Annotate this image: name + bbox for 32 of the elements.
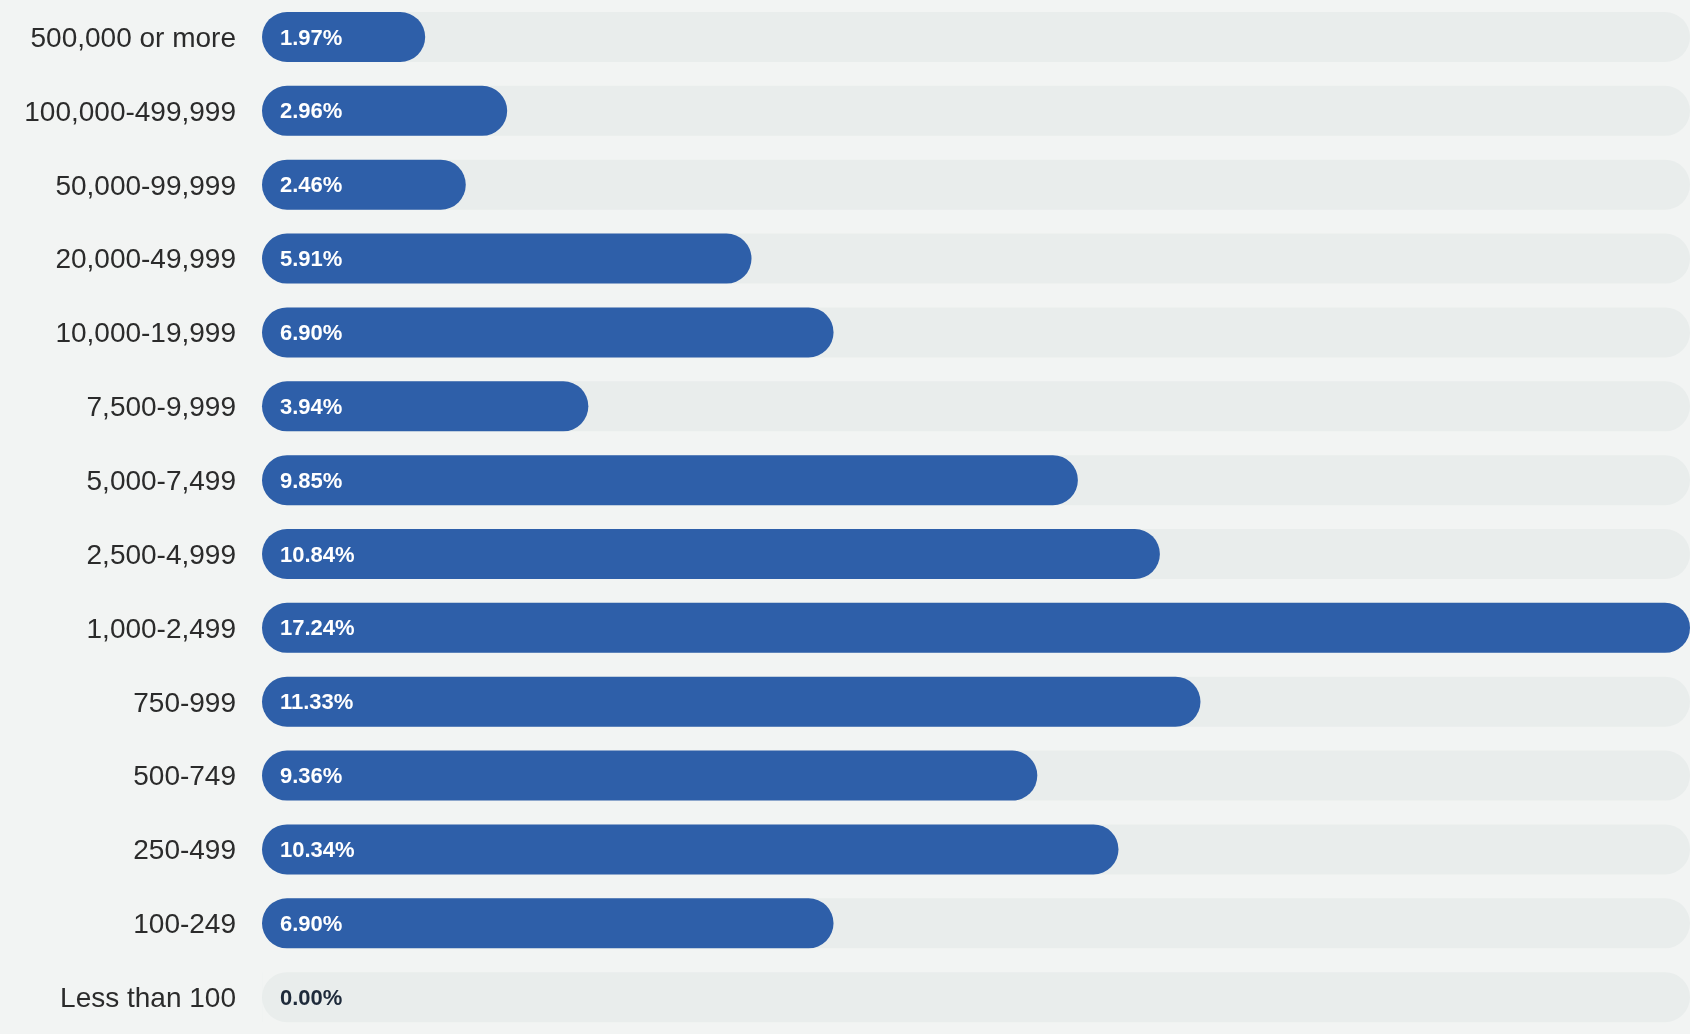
- y-tick-label: 20,000-49,999: [55, 243, 236, 275]
- bar: [262, 381, 589, 432]
- bar: [262, 159, 466, 210]
- data-label: 2.46%: [280, 172, 343, 198]
- y-tick-label: 50,000-99,999: [55, 169, 236, 201]
- bar: [262, 12, 426, 62]
- y-tick-label: 500-749: [133, 760, 236, 792]
- y-tick-label: 100,000-499,999: [24, 95, 236, 127]
- data-label: 6.90%: [280, 319, 343, 345]
- y-tick-label: 500,000 or more: [30, 21, 236, 53]
- data-label: 17.24%: [280, 615, 355, 641]
- y-tick-label: 250-499: [133, 834, 236, 866]
- bar: [262, 85, 508, 136]
- data-label: 5.91%: [280, 246, 343, 272]
- y-tick-label: 2,500-4,999: [86, 538, 236, 570]
- y-tick-label: 5,000-7,499: [86, 465, 236, 497]
- y-tick-label: 10,000-19,999: [55, 317, 236, 349]
- data-label: 11.33%: [280, 689, 354, 715]
- y-tick-label: 7,500-9,999: [86, 391, 236, 423]
- y-tick-label: Less than 100: [60, 982, 236, 1014]
- data-label: 0.00%: [280, 984, 343, 1010]
- y-tick-label: 1,000-2,499: [86, 612, 236, 644]
- data-label: 9.85%: [280, 467, 343, 493]
- data-label: 3.94%: [280, 393, 343, 419]
- data-label: 6.90%: [280, 910, 343, 936]
- y-tick-label: 100-249: [133, 908, 236, 940]
- data-label: 2.96%: [280, 98, 343, 124]
- y-tick-label: 750-999: [133, 686, 236, 718]
- data-label: 10.84%: [280, 541, 355, 567]
- data-label: 10.34%: [280, 836, 355, 862]
- data-label: 9.36%: [280, 763, 343, 789]
- data-label: 1.97%: [280, 24, 343, 50]
